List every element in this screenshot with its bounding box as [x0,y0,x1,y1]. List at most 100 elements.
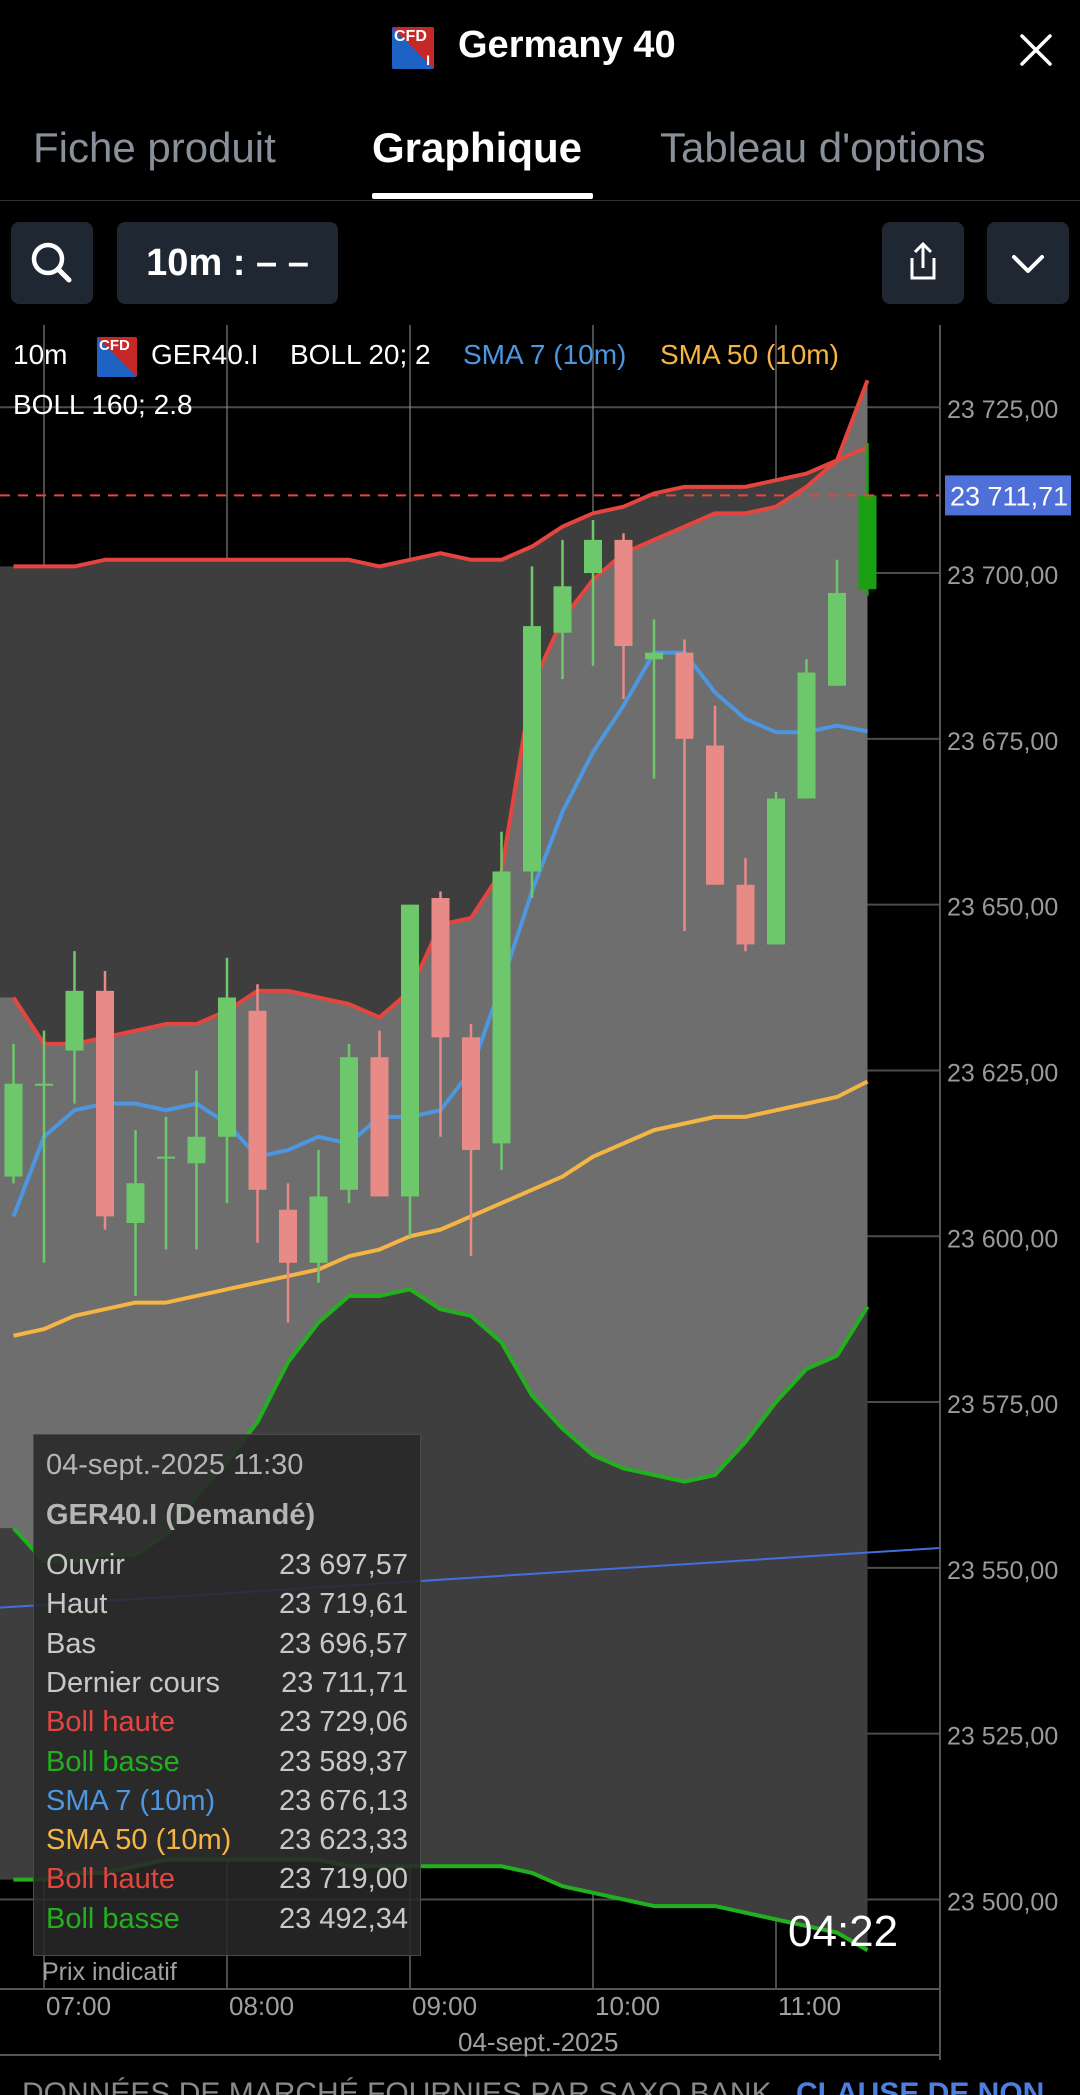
y-tick-label: 23 600,00 [947,1225,1058,1253]
tooltip-row: Ouvrir 23 697,57 [46,1549,408,1582]
footer-link[interactable]: CLAUSE DE NON [796,2077,1045,2095]
tooltip-row-value: 23 729,06 [278,1706,408,1739]
share-button[interactable] [882,222,964,304]
chart-toolbar: 10m : – – [0,205,1080,315]
candle-body [767,798,785,945]
tooltip-date: 04-sept.-2025 11:30 [46,1449,304,1481]
candle-body [523,626,541,872]
candle-body [584,539,602,574]
candle-body [828,592,846,686]
y-tick-label: 23 575,00 [947,1391,1058,1419]
tooltip-row-label: Boll basse [46,1902,180,1935]
x-tick-label: 10:00 [595,1991,660,2021]
share-icon [910,241,936,280]
sma50-line [13,1079,869,1338]
indicative-price-label: Prix indicatif [42,1958,177,1986]
y-tick-label: 23 625,00 [947,1059,1058,1087]
tooltip-row-label: SMA 50 (10m) [46,1824,232,1857]
tooltip-row-label: Boll haute [46,1863,175,1896]
x-axis-date: 04-sept.-2025 [458,2027,619,2057]
candle-body [35,1083,53,1086]
candle-body [248,1010,267,1190]
tooltip-row-label: Boll basse [46,1745,180,1778]
candle-body [187,1136,206,1164]
footer-disclaimer: DONNÉES DE MARCHÉ FOURNIES PAR SAXO BANK… [0,2077,1080,2095]
legend-sma7: SMA 7 (10m) [463,339,627,370]
x-tick-label: 09:00 [412,1991,477,2021]
tab-graphique[interactable]: Graphique [372,124,583,171]
legend-logo-text: CFD [99,337,130,354]
tooltip-row: Bas 23 696,57 [46,1628,408,1661]
tooltip-row: SMA 7 (10m) 23 676,13 [46,1785,408,1818]
tab-tableau-options[interactable]: Tableau d'options [660,124,986,171]
y-tick-label: 23 725,00 [947,396,1058,424]
tab-fiche-produit[interactable]: Fiche produit [33,124,276,171]
last-price-tag: 23 711,71 [950,481,1068,511]
tooltip-row-value: 23 719,61 [278,1588,408,1621]
legend-sma50: SMA 50 (10m) [660,339,839,370]
header: CFD I Germany 40 [0,0,1080,100]
tooltip-row: Haut 23 719,61 [46,1588,408,1621]
tooltip-row: Boll basse 23 589,37 [46,1746,408,1779]
candle-body [340,1057,358,1190]
tab-bar: Fiche produit Graphique Tableau d'option… [0,110,1080,201]
active-tab-indicator [372,193,593,199]
candle-body [431,898,450,1038]
x-tick-label: 11:00 [778,1991,841,2021]
candle-body [645,652,663,660]
candle-body [492,871,511,1144]
tooltip-row-value: 23 623,33 [278,1824,408,1857]
chart-area[interactable]: 23 725,00 23 700,00 23 675,00 23 650,00 23 6… [0,325,1080,2065]
chevron-down-icon [1012,255,1044,273]
candle-body [279,1209,297,1263]
tooltip-row-label: Haut [46,1588,108,1621]
interval-label: 10m : – – [146,241,309,284]
tooltip-instrument: GER40.I (Demandé) [46,1499,316,1531]
candles [4,442,877,1323]
candle-body [157,1156,175,1159]
candle-body [614,539,633,646]
candle-body [706,745,724,885]
last-price-tag-bg [945,475,1071,516]
y-tick-label: 23 650,00 [947,894,1058,922]
tooltip-row: Boll haute 23 719,00 [46,1863,408,1896]
y-tick-label: 23 525,00 [947,1723,1058,1751]
boll-160-upper [13,445,869,569]
candle-body [553,586,572,633]
search-button[interactable] [11,222,93,304]
chart-axes: 23 725,00 23 700,00 23 675,00 23 650,00 23 6… [0,325,1071,2060]
ohlc-tooltip: 04-sept.-2025 11:30 GER40.I (Demandé) Ou… [33,1434,421,1956]
candle-body [797,672,816,799]
page-title: Germany 40 [458,24,676,66]
legend-interval: 10m [13,339,68,370]
candle-body [370,1057,389,1197]
tooltip-row-value: 23 696,57 [278,1627,408,1660]
y-tick-label: 23 500,00 [947,1888,1058,1916]
legend-cfd-logo: CFD [97,337,137,377]
candle-body [218,997,236,1137]
candle-body [96,990,114,1217]
close-button[interactable] [1018,32,1054,68]
cfd-logo-sub: I [426,52,430,68]
tooltip-row: Boll basse 23 492,34 [46,1903,408,1936]
y-tick-label: 23 550,00 [947,1557,1058,1585]
candle-body [401,904,419,1197]
expand-button[interactable] [987,222,1069,304]
tooltip-row: Dernier cours 23 711,71 [46,1667,408,1700]
tooltip-row: Boll haute 23 729,06 [46,1706,408,1739]
tooltip-row-value: 23 492,34 [278,1902,408,1935]
candle-body [309,1196,328,1263]
tooltip-row-label: Ouvrir [46,1549,125,1581]
interval-selector[interactable]: 10m : – – [117,222,338,304]
candle-body [126,1183,145,1223]
candle-body [675,652,694,739]
tooltip-row-value: 23 589,37 [278,1745,408,1778]
cfd-logo: CFD I [392,27,434,69]
candle-body [858,495,877,590]
y-tick-label: 23 675,00 [947,728,1058,756]
tooltip-row: SMA 50 (10m) 23 623,33 [46,1824,408,1857]
legend-instrument: GER40.I [151,339,259,370]
close-icon[interactable] [1018,32,1054,68]
tooltip-row-value: 23 711,71 [281,1666,408,1699]
footer-text: DONNÉES DE MARCHÉ FOURNIES PAR SAXO BANK [22,2077,772,2095]
